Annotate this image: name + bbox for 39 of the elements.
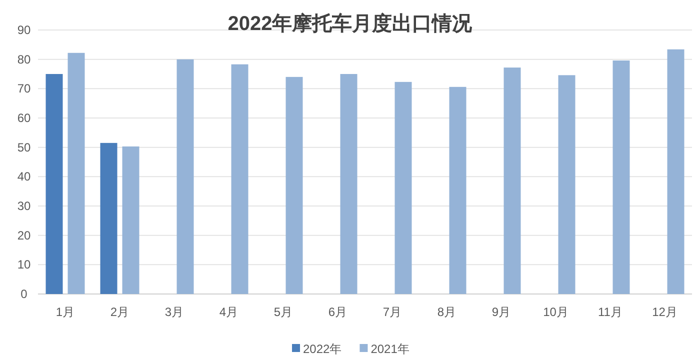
x-tick-label: 4月 — [219, 305, 238, 319]
y-tick-label: 60 — [17, 111, 31, 125]
bar — [176, 59, 194, 294]
bar — [68, 52, 85, 294]
x-tick-label: 12月 — [652, 305, 678, 319]
y-tick-label: 0 — [20, 287, 28, 301]
x-tick-label: 8月 — [437, 305, 456, 319]
bar — [231, 64, 248, 294]
y-tick-label: 20 — [17, 228, 31, 242]
y-tick-label: 50 — [17, 140, 31, 154]
chart-title: 2022年摩托车月度出口情况 — [228, 12, 474, 35]
bar — [449, 86, 466, 294]
x-tick-label: 1月 — [56, 305, 75, 319]
bar — [667, 49, 684, 294]
y-tick-label: 80 — [17, 52, 31, 66]
x-tick-label: 11月 — [598, 305, 622, 319]
x-tick-label: 9月 — [492, 305, 511, 319]
bar — [558, 75, 576, 294]
bar — [394, 82, 412, 294]
x-tick-label: 10月 — [543, 305, 568, 319]
y-tick-label: 90 — [17, 23, 31, 37]
y-tick-label: 30 — [17, 199, 31, 213]
bar — [612, 60, 630, 294]
legend-label: 2021年 — [370, 342, 410, 356]
legend-label: 2022年 — [303, 342, 342, 356]
x-tick-label: 6月 — [328, 305, 348, 319]
bar — [286, 76, 303, 294]
x-tick-label: 3月 — [164, 305, 184, 319]
x-tick-label: 7月 — [382, 305, 402, 319]
bar — [100, 142, 118, 294]
y-tick-label: 10 — [17, 258, 31, 272]
bar — [504, 68, 521, 294]
x-tick-label: 5月 — [274, 305, 293, 319]
bar — [46, 74, 63, 294]
bar — [122, 146, 140, 294]
y-tick-label: 40 — [17, 170, 31, 184]
bar — [340, 74, 358, 294]
x-tick-label: 2月 — [110, 305, 130, 319]
y-tick-label: 70 — [17, 82, 31, 96]
